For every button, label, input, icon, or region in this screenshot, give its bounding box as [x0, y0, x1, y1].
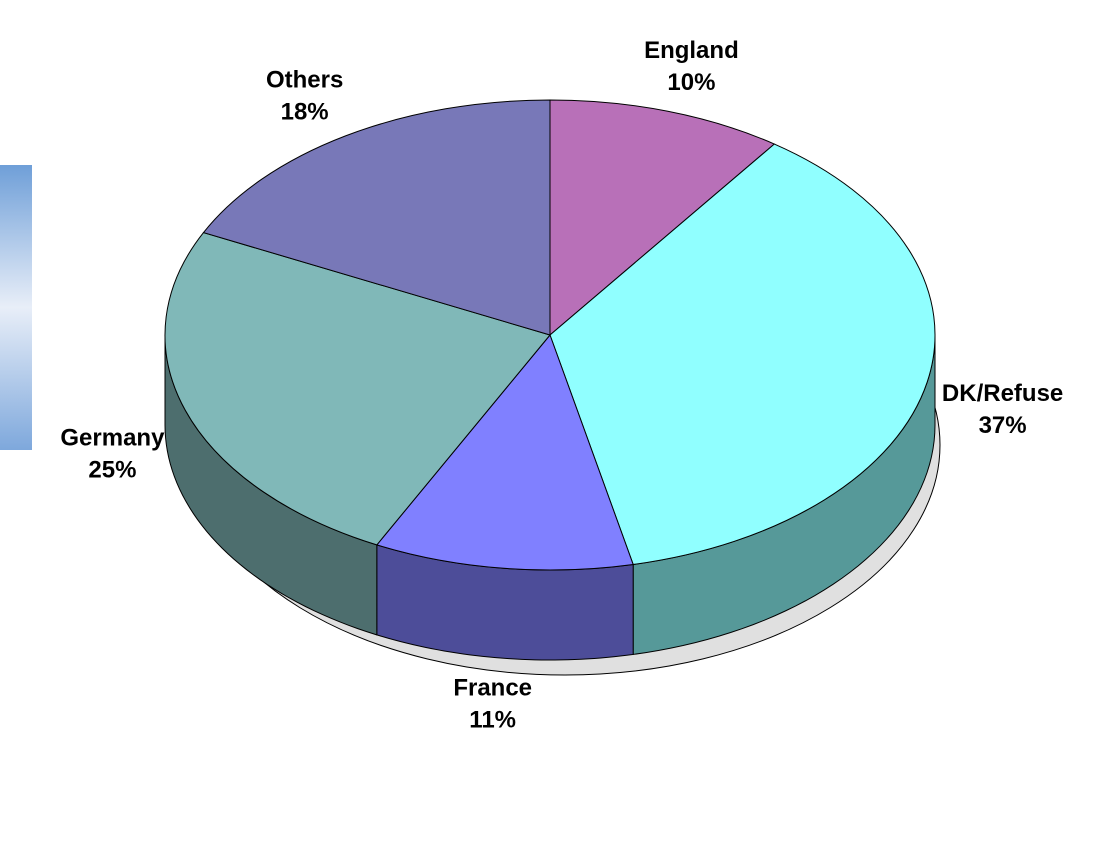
pie: England 10% DK/Refuse 37% France 11% Germany 25…: [60, 37, 1063, 734]
slice-label: France: [453, 674, 532, 701]
slice-label: Others: [266, 66, 343, 93]
slice-value-label: 37%: [979, 412, 1027, 439]
slice: [164, 231, 551, 546]
slice: [549, 99, 776, 337]
slice-value-label: 25%: [88, 457, 136, 484]
slice-label: DK/Refuse: [942, 380, 1063, 407]
slice-label: England: [644, 37, 739, 64]
slice-value-label: 18%: [281, 98, 329, 125]
slice-value-label: 11%: [469, 706, 516, 733]
slice: [375, 334, 634, 571]
slice: [549, 143, 936, 566]
background-image: [0, 165, 32, 450]
slice: [202, 99, 551, 336]
slice-value-label: 10%: [667, 69, 715, 96]
slice-label: Germany: [60, 425, 165, 452]
